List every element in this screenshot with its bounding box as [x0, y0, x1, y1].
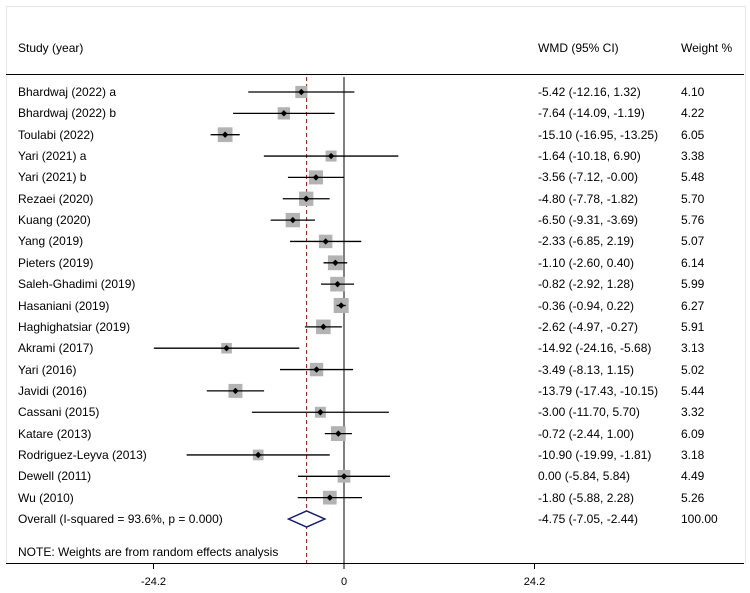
study-column-header: Study (year)	[18, 41, 84, 55]
overall-weight: 100.00	[681, 512, 718, 526]
point-estimate-marker	[337, 302, 345, 309]
study-label: Yari (2016)	[18, 362, 77, 377]
point-estimate-marker	[289, 216, 297, 224]
study-weight: 5.26	[681, 490, 705, 505]
study-weight: 5.99	[681, 277, 705, 292]
plot-panel	[6, 6, 746, 564]
point-estimate-marker	[221, 131, 229, 138]
x-axis-tick-label: 0	[340, 576, 348, 588]
study-wmd-ci: 0.00 (-5.84, 5.84)	[538, 469, 631, 484]
study-weight: 5.70	[681, 191, 705, 206]
study-label: Toulabi (2022)	[18, 127, 95, 142]
study-wmd-ci: -4.80 (-7.78, -1.82)	[538, 191, 639, 206]
study-weight: 3.32	[681, 405, 705, 420]
study-wmd-ci: -1.80 (-5.88, 2.28)	[538, 490, 635, 505]
overall-label: Overall (I-squared = 93.6%, p = 0.000)	[18, 512, 223, 526]
weight-column-header: Weight %	[681, 41, 733, 55]
study-weight: 5.48	[681, 170, 705, 185]
study-weight: 6.09	[681, 426, 705, 441]
study-wmd-ci: -7.64 (-14.09, -1.19)	[538, 106, 645, 121]
study-weight: 5.07	[681, 234, 705, 249]
study-weight: 5.91	[681, 319, 705, 334]
study-label: Saleh-Ghadimi (2019)	[18, 277, 136, 292]
study-label: Javidi (2016)	[18, 383, 87, 398]
study-label: Haghighatsiar (2019)	[18, 319, 131, 334]
study-label: Cassani (2015)	[18, 405, 100, 420]
study-label: Akrami (2017)	[18, 341, 94, 356]
point-estimate-marker	[334, 280, 341, 288]
study-weight: 3.13	[681, 341, 705, 356]
x-axis-tick-label: -24.2	[140, 576, 167, 588]
study-weight: 4.49	[681, 469, 705, 484]
study-weight: 5.76	[681, 213, 705, 228]
study-label: Rodriguez-Leyva (2013)	[18, 447, 147, 462]
point-estimate-marker	[223, 345, 230, 352]
study-weight: 5.44	[681, 383, 705, 398]
point-estimate-marker	[280, 110, 288, 117]
point-estimate-marker	[340, 473, 348, 480]
point-estimate-marker	[322, 238, 329, 245]
study-label: Katare (2013)	[18, 426, 92, 441]
study-wmd-ci: -5.42 (-12.16, 1.32)	[538, 85, 641, 99]
point-estimate-marker	[335, 430, 342, 437]
point-estimate-marker	[254, 451, 262, 459]
study-wmd-ci: -6.50 (-9.31, -3.69)	[538, 213, 639, 228]
point-estimate-marker	[332, 259, 339, 266]
point-estimate-marker	[313, 366, 320, 373]
point-estimate-marker	[232, 387, 239, 395]
study-wmd-ci: -3.00 (-11.70, 5.70)	[538, 405, 640, 420]
study-wmd-ci: -13.79 (-17.43, -10.15)	[538, 383, 659, 398]
study-label: Bhardwaj (2022) b	[18, 106, 117, 121]
wmd-column-header: WMD (95% CI)	[538, 41, 619, 55]
study-weight: 6.14	[681, 255, 705, 270]
point-estimate-marker	[303, 195, 310, 202]
study-label: Yang (2019)	[18, 234, 84, 249]
weights-note: NOTE: Weights are from random effects an…	[18, 545, 279, 559]
study-wmd-ci: -3.49 (-8.13, 1.15)	[538, 362, 635, 377]
study-label: Pieters (2019)	[18, 255, 94, 270]
overall-wmd-ci: -4.75 (-7.05, -2.44)	[538, 512, 639, 526]
point-estimate-marker	[320, 323, 327, 331]
study-wmd-ci: -14.92 (-24.16, -5.68)	[538, 341, 652, 356]
study-wmd-ci: -1.64 (-10.18, 6.90)	[538, 149, 641, 164]
study-label: Hasaniani (2019)	[18, 298, 110, 313]
x-axis-tick-label: 24.2	[523, 576, 546, 588]
study-wmd-ci: -2.33 (-6.85, 2.19)	[538, 234, 635, 249]
study-weight: 6.27	[681, 298, 705, 313]
point-estimate-marker	[326, 494, 334, 501]
study-weight: 6.05	[681, 127, 705, 142]
point-estimate-marker	[298, 88, 305, 96]
study-label: Kuang (2020)	[18, 213, 91, 228]
study-label: Yari (2021) b	[18, 170, 87, 185]
study-weight: 3.18	[681, 447, 705, 462]
study-wmd-ci: -2.62 (-4.97, -0.27)	[538, 319, 639, 334]
study-wmd-ci: -0.36 (-0.94, 0.22)	[538, 298, 635, 313]
study-wmd-ci: -1.10 (-2.60, 0.40)	[538, 255, 635, 270]
overall-diamond	[286, 510, 327, 528]
point-estimate-marker	[312, 174, 320, 181]
study-wmd-ci: -0.82 (-2.92, 1.28)	[538, 277, 635, 292]
study-weight: 5.02	[681, 362, 705, 377]
study-label: Yari (2021) a	[18, 149, 87, 164]
point-estimate-marker	[327, 152, 335, 160]
study-label: Wu (2010)	[18, 490, 74, 505]
point-estimate-marker	[317, 409, 324, 416]
study-label: Dewell (2011)	[18, 469, 92, 484]
study-weight: 4.10	[681, 85, 705, 99]
study-wmd-ci: -3.56 (-7.12, -0.00)	[538, 170, 639, 185]
study-wmd-ci: -10.90 (-19.99, -1.81)	[538, 447, 652, 462]
study-weight: 4.22	[681, 106, 705, 121]
study-label: Rezaei (2020)	[18, 191, 94, 206]
study-label: Bhardwaj (2022) a	[18, 85, 117, 99]
study-wmd-ci: -15.10 (-16.95, -13.25)	[538, 127, 659, 142]
study-weight: 3.38	[681, 149, 705, 164]
study-wmd-ci: -0.72 (-2.44, 1.00)	[538, 426, 635, 441]
